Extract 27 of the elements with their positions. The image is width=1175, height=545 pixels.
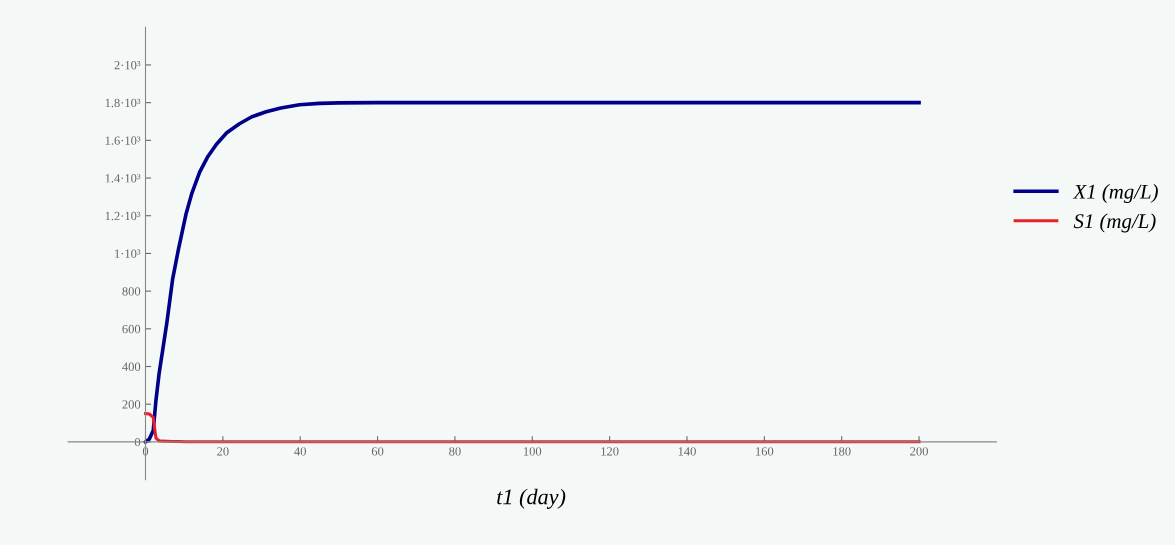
x-tick-label: 200: [910, 447, 928, 456]
y-tick-label: 0: [134, 437, 141, 447]
x-tick-label: 40: [294, 447, 306, 456]
x-tick-label: 120: [601, 447, 619, 456]
y-tick-label: 1.6·10³: [105, 136, 141, 145]
line-series: [143, 412, 921, 444]
x-tick-label: 160: [756, 447, 774, 456]
x-tick-label: 100: [524, 447, 542, 456]
legend-label: S1 (mg/L): [1073, 213, 1156, 233]
y-tick-label: 1·10³: [115, 249, 141, 258]
x-tick-label: 60: [371, 447, 384, 456]
y-tick-label: 1.4·10³: [105, 174, 141, 183]
x-tick-label: 80: [449, 447, 461, 456]
y-tick-label: 800: [122, 287, 141, 296]
x-tick-label: 20: [217, 447, 229, 456]
y-tick-label: 200: [122, 400, 141, 409]
y-tick-label: 1.2·10³: [105, 211, 141, 221]
y-tick-label: 2·10³: [114, 60, 141, 70]
legend-label: X1 (mg/L): [1072, 184, 1158, 203]
x-axis-title: t1 (day): [497, 488, 566, 509]
x-tick-label: 180: [833, 447, 851, 456]
y-tick-label: 400: [122, 362, 141, 371]
x-tick-label: 0: [142, 447, 149, 456]
line-series: [143, 100, 921, 444]
y-tick-label: 1.8·10³: [105, 98, 141, 108]
y-tick-label: 600: [122, 324, 141, 334]
x-tick-label: 140: [678, 447, 696, 456]
